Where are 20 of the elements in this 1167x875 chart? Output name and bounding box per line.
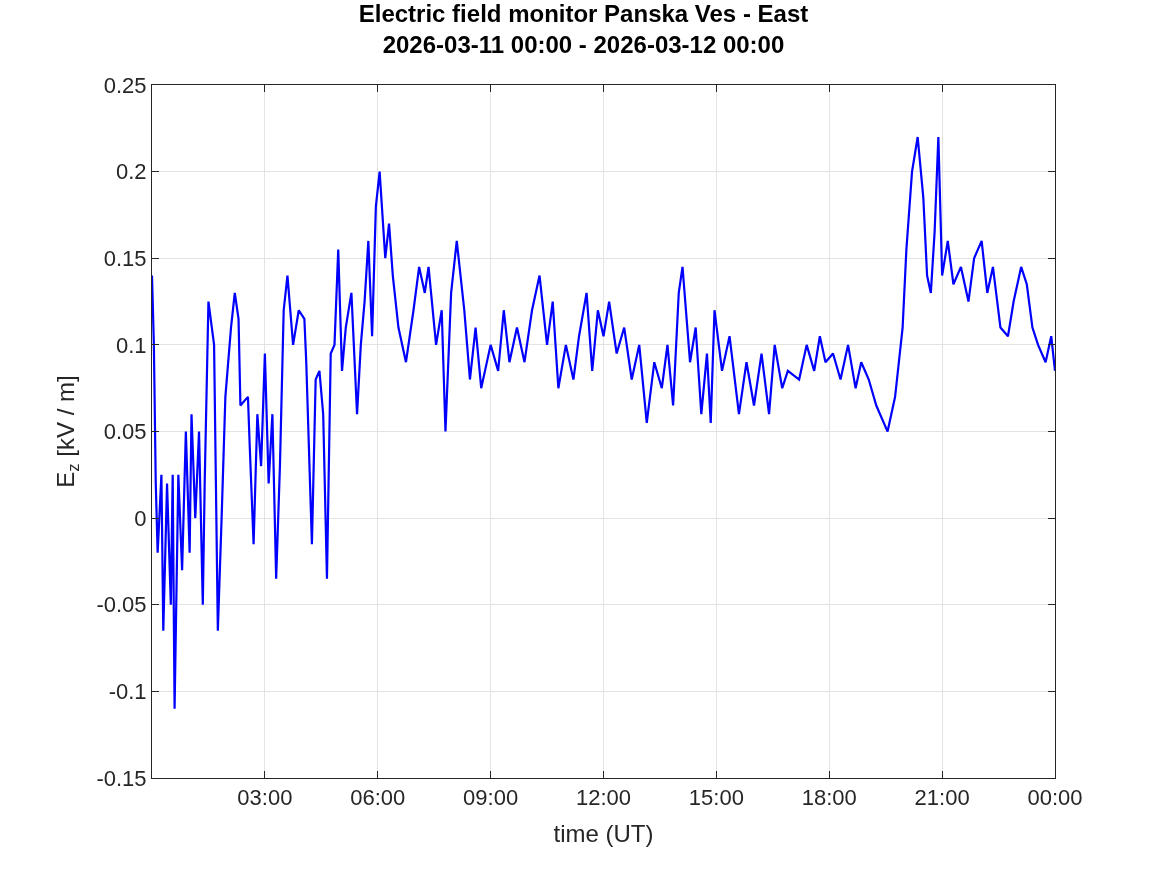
line-series: [152, 135, 1055, 710]
y-tick-label: 0.15: [103, 245, 147, 271]
x-tick-label: 03:00: [237, 785, 293, 811]
y-tick-label: 0.05: [103, 419, 147, 445]
y-tick-label: 0.2: [116, 159, 147, 185]
chart-title: Electric field monitor Panska Ves - East 2026-03-11 00:00 - 2026-03-12 00:00: [358, 0, 809, 59]
x-tick-label: 00:00: [1027, 785, 1083, 811]
x-tick-label: 21:00: [914, 785, 970, 811]
y-tick-label: 0.1: [116, 332, 147, 358]
x-tick-label: 18:00: [801, 785, 857, 811]
x-tick-label: 09:00: [463, 785, 519, 811]
y-tick-label: -0.1: [108, 679, 147, 705]
x-tick-label: 06:00: [350, 785, 406, 811]
y-tick-label: -0.05: [96, 592, 147, 618]
x-axis-title: time (UT): [553, 819, 654, 847]
y-tick-label: 0.25: [103, 72, 147, 98]
y-tick-label: 0: [134, 505, 147, 531]
y-tick-label: -0.15: [96, 765, 147, 791]
x-tick-label: 12:00: [575, 785, 632, 811]
x-tick-label: 15:00: [688, 785, 744, 811]
